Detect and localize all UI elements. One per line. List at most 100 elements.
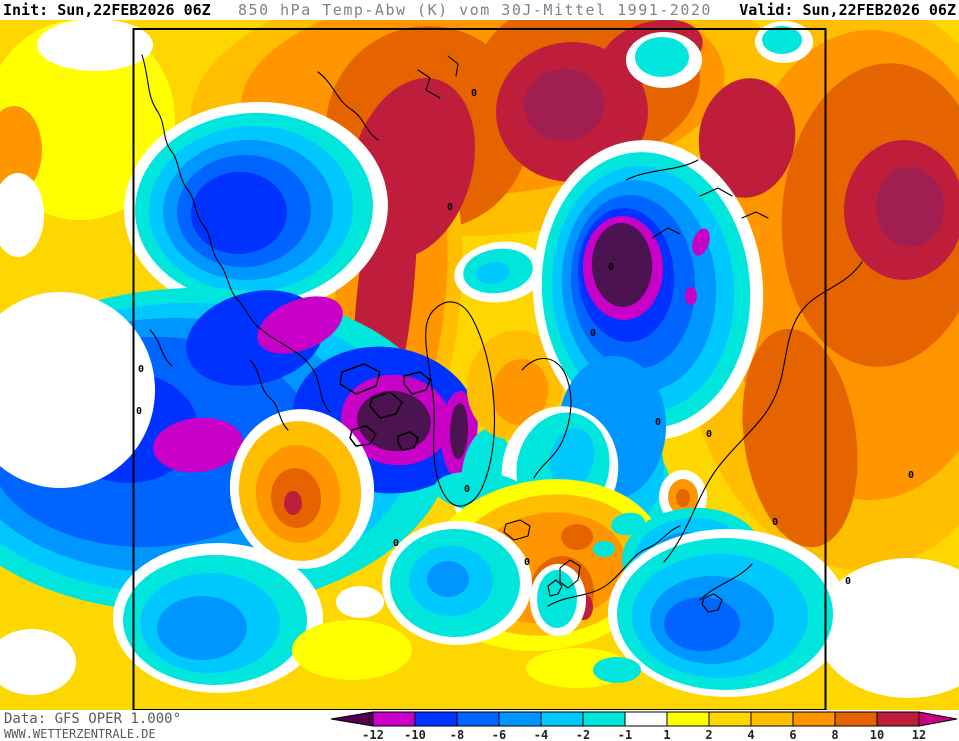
legend-segment	[624, 711, 668, 727]
data-source-label: Data: GFS OPER 1.000°	[4, 711, 182, 727]
legend-segment	[792, 711, 836, 727]
map-subtitle: 850 hPa Temp-Abw (K) vom 30J-Mittel 1991…	[238, 1, 712, 19]
legend-segment	[456, 711, 500, 727]
legend-segment	[540, 711, 584, 727]
blob	[685, 287, 697, 305]
init-label: Init:	[3, 1, 49, 19]
legend-segment	[876, 711, 920, 727]
blob	[561, 524, 593, 550]
init-value: Sun,22FEB2026 06Z	[57, 1, 211, 19]
legend-tick: -2	[576, 728, 590, 741]
legend-segment	[834, 711, 878, 727]
zero-contour-label: 0	[464, 484, 470, 495]
blob	[593, 657, 641, 683]
legend-segment	[666, 711, 710, 727]
blob	[0, 629, 76, 695]
coastline-left-misc	[149, 329, 173, 367]
zero-contour-label: 0	[608, 262, 614, 273]
blob	[591, 223, 653, 307]
legend-tick: -12	[362, 728, 384, 741]
zero-contour-label: 0	[655, 417, 661, 428]
coastline-svalbard	[417, 55, 459, 99]
blob	[336, 586, 384, 618]
coastline-north-america	[141, 54, 263, 331]
neutral-zone-left	[0, 292, 155, 488]
zero-contour-label: 0	[393, 538, 399, 549]
legend-tick: 8	[831, 728, 838, 741]
coastline-uk	[547, 559, 581, 597]
cold-region-bottom-left	[113, 543, 323, 693]
blob	[742, 328, 858, 548]
legend-tick: -1	[618, 728, 632, 741]
blob	[676, 489, 690, 507]
blob	[593, 541, 615, 557]
blob	[664, 597, 740, 651]
legend-segment	[750, 711, 794, 727]
coastline-archipelago	[339, 363, 431, 451]
warm-spot-right-mid	[659, 470, 707, 524]
zero-contour-label: 0	[845, 576, 851, 587]
blob	[0, 106, 42, 194]
coastline-asia	[663, 261, 863, 601]
blob	[816, 558, 959, 698]
legend-below-arrow	[330, 711, 374, 727]
footer: Data: GFS OPER 1.000° WWW.WETTERZENTRALE…	[0, 710, 959, 741]
zero-contour-labels: 0 0 0 0 0 0 0 0 0 0 0 0 0 0	[136, 88, 914, 587]
coastline-scandinavia	[521, 357, 572, 479]
legend-segment	[372, 711, 416, 727]
legend-tick: -10	[404, 728, 426, 741]
anomaly-map: 0 0 0 0 0 0 0 0 0 0 0 0 0 0	[0, 20, 959, 710]
map-frame	[132, 28, 827, 710]
legend-tick: 1	[663, 728, 670, 741]
zero-contour-label: 0	[138, 364, 144, 375]
valid-value: Sun,22FEB2026 06Z	[802, 1, 956, 19]
valid-datetime: Valid: Sun,22FEB2026 06Z	[739, 1, 956, 19]
zero-contour-label: 0	[524, 557, 530, 568]
blob	[876, 167, 944, 247]
init-datetime: Init: Sun,22FEB2026 06Z	[3, 1, 211, 19]
zero-contour-label: 0	[471, 88, 477, 99]
legend-segment	[498, 711, 542, 727]
blob	[611, 512, 645, 536]
blob	[449, 403, 469, 459]
coastline-caspian	[701, 593, 723, 613]
blob	[491, 359, 549, 425]
zero-contour-label: 0	[447, 202, 453, 213]
legend-tick: -8	[450, 728, 464, 741]
blob	[153, 417, 243, 473]
coastline-hudson	[249, 329, 331, 431]
legend-segment	[708, 711, 752, 727]
legend-tick: 12	[912, 728, 926, 741]
blob	[762, 26, 802, 54]
coastline-europe	[547, 525, 681, 607]
legend-tick: -6	[492, 728, 506, 741]
warm-region-right	[675, 20, 959, 698]
cold-region-north-atlantic	[124, 101, 388, 315]
blob	[0, 173, 44, 257]
blob	[537, 570, 577, 628]
blob	[157, 596, 247, 660]
bottom-misc-patches	[0, 586, 641, 695]
blob	[191, 171, 287, 255]
zero-contour-label: 0	[590, 328, 596, 339]
valid-label: Valid:	[739, 1, 794, 19]
title-bar: Init: Sun,22FEB2026 06Z 850 hPa Temp-Abw…	[0, 0, 959, 20]
legend-tick: 4	[747, 728, 754, 741]
legend-tick: 2	[705, 728, 712, 741]
legend-segment	[582, 711, 626, 727]
zero-contour-label: 0	[908, 470, 914, 481]
legend-tick: -4	[534, 728, 548, 741]
blob	[292, 620, 412, 680]
zero-contour-label: 0	[706, 429, 712, 440]
blob	[37, 20, 153, 71]
legend-above-arrow	[918, 711, 958, 727]
coastline-chukotka	[317, 71, 379, 141]
blob	[549, 428, 595, 488]
coastlines	[141, 54, 863, 613]
blob	[427, 561, 469, 597]
zero-contour-label: 0	[136, 406, 142, 417]
color-scale-legend: -12 -10 -8 -6 -4 -2 -1 1 2 4 6 8 10 12	[330, 711, 958, 741]
warm-region-top-left	[0, 20, 175, 257]
blob	[692, 228, 710, 256]
coastline-greenland	[425, 301, 496, 507]
